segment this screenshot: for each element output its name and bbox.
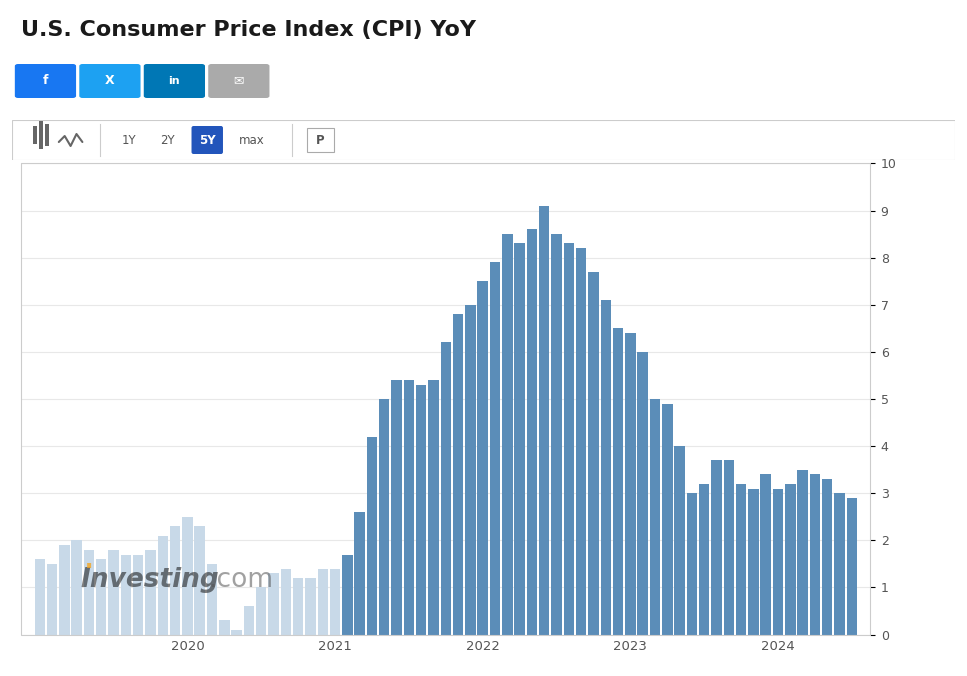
Bar [366,437,377,635]
Text: in: in [168,76,180,86]
FancyBboxPatch shape [144,64,205,98]
Bar [478,281,488,635]
FancyBboxPatch shape [79,64,140,98]
Bar [723,460,734,635]
Text: max: max [239,133,264,147]
Bar [392,380,402,635]
Text: ✉: ✉ [234,74,244,87]
Bar [809,475,820,635]
Bar [453,314,463,635]
FancyBboxPatch shape [191,126,223,154]
Bar [207,564,218,635]
Bar [576,248,586,635]
Text: X: X [105,74,115,87]
Bar [35,559,44,635]
Bar [182,517,192,635]
Bar [59,545,70,635]
Bar [108,550,119,635]
Bar [736,484,747,635]
Bar [355,512,365,635]
FancyBboxPatch shape [15,64,76,98]
Bar [489,262,500,635]
Bar [514,243,525,635]
Bar [613,329,624,635]
Bar [650,399,660,635]
Bar [256,587,267,635]
Bar [170,526,180,635]
Text: 5Y: 5Y [199,133,216,147]
Bar [121,554,132,635]
Text: .com: .com [208,567,274,594]
Bar [21,164,870,635]
Bar [33,126,37,144]
Bar [502,234,513,635]
Bar [847,498,857,635]
Bar [748,489,759,635]
Bar [342,554,353,635]
Bar [244,606,254,635]
Bar [39,121,44,149]
Bar [317,569,328,635]
Text: 1Y: 1Y [121,133,136,147]
Bar [306,578,315,635]
FancyBboxPatch shape [208,64,270,98]
Bar [194,526,205,635]
Bar [293,578,304,635]
Bar [712,460,721,635]
Bar [773,489,783,635]
Bar [798,470,807,635]
Bar [379,399,390,635]
Bar [158,535,168,635]
Bar [625,333,635,635]
Text: U.S. Consumer Price Index (CPI) YoY: U.S. Consumer Price Index (CPI) YoY [21,20,476,40]
Bar [145,550,156,635]
Bar [220,621,229,635]
Bar [822,479,833,635]
Text: 2Y: 2Y [161,133,175,147]
Bar [699,484,710,635]
Bar [465,305,476,635]
Bar [416,385,426,635]
Bar [45,124,49,146]
Bar [72,540,82,635]
Bar [96,559,106,635]
Bar [280,569,291,635]
Bar [674,446,685,635]
Bar [307,128,334,152]
Bar [46,564,57,635]
Text: P: P [316,133,325,147]
Bar [428,380,439,635]
Text: Investing: Investing [80,567,220,594]
Bar [785,484,796,635]
Bar [330,569,340,635]
Bar [637,352,648,635]
Bar [551,234,562,635]
Bar [588,272,599,635]
Bar [601,300,611,635]
Text: f: f [43,74,48,87]
Bar [687,493,697,635]
Bar [403,380,414,635]
Bar [564,243,574,635]
Bar [132,554,143,635]
Bar [527,229,537,635]
Bar [84,550,94,635]
Text: ·: · [83,550,96,587]
Bar [268,573,278,635]
Bar [231,630,242,635]
Bar [760,475,771,635]
Bar [835,493,845,635]
Bar [662,404,672,635]
Bar [539,206,549,635]
Bar [441,343,451,635]
